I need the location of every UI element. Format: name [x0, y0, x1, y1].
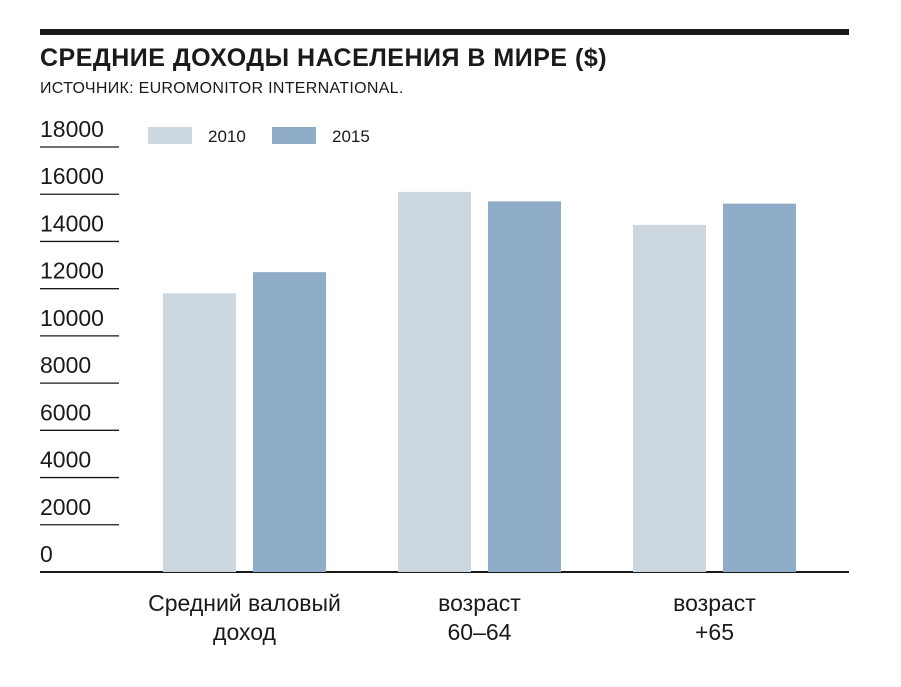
y-tick-label: 12000	[40, 258, 104, 284]
legend-label-2015: 2015	[332, 127, 370, 146]
x-category-label: доход	[213, 619, 276, 645]
y-axis: 0 2000 4000 6000 8000 10000 12000 14000 16000 180…	[40, 116, 849, 573]
y-tick-label: 14000	[40, 210, 104, 236]
x-category-label: Средний валовый	[148, 590, 341, 616]
legend-label-2010: 2010	[208, 127, 246, 146]
y-tick-label: 18000	[40, 116, 104, 142]
y-tick-label: 4000	[40, 447, 91, 473]
y-tick-label: 16000	[40, 163, 104, 189]
legend-swatch-2010	[148, 127, 192, 144]
y-tick-label: 2000	[40, 494, 91, 520]
legend-swatch-2015	[272, 127, 316, 144]
x-category-label: возраст	[438, 590, 521, 616]
x-axis: Средний валовый доход возраст 60–64 возраст +…	[148, 590, 756, 645]
bar-2010-3	[633, 224, 706, 572]
chart-subtitle: ИСТОЧНИК: EUROMONITOR INTERNATIONAL.	[40, 80, 404, 97]
legend: 2010 2015	[148, 127, 370, 146]
y-tick-label: 0	[40, 541, 53, 567]
bars	[163, 191, 796, 573]
bar-2010-1	[163, 293, 236, 572]
x-category-label: возраст	[673, 590, 756, 616]
bar-2015-2	[488, 201, 561, 573]
bar-2015-1	[253, 272, 326, 572]
x-category-label: +65	[695, 619, 734, 645]
x-category-label: 60–64	[448, 619, 512, 645]
top-rule	[40, 29, 849, 35]
chart-title: СРЕДНИЕ ДОХОДЫ НАСЕЛЕНИЯ В МИРЕ ($)	[40, 44, 608, 72]
y-tick-label: 10000	[40, 305, 104, 331]
y-tick-label: 8000	[40, 352, 91, 378]
y-tick-label: 6000	[40, 399, 91, 425]
bar-2015-3	[723, 203, 796, 572]
bar-2010-2	[398, 191, 471, 572]
